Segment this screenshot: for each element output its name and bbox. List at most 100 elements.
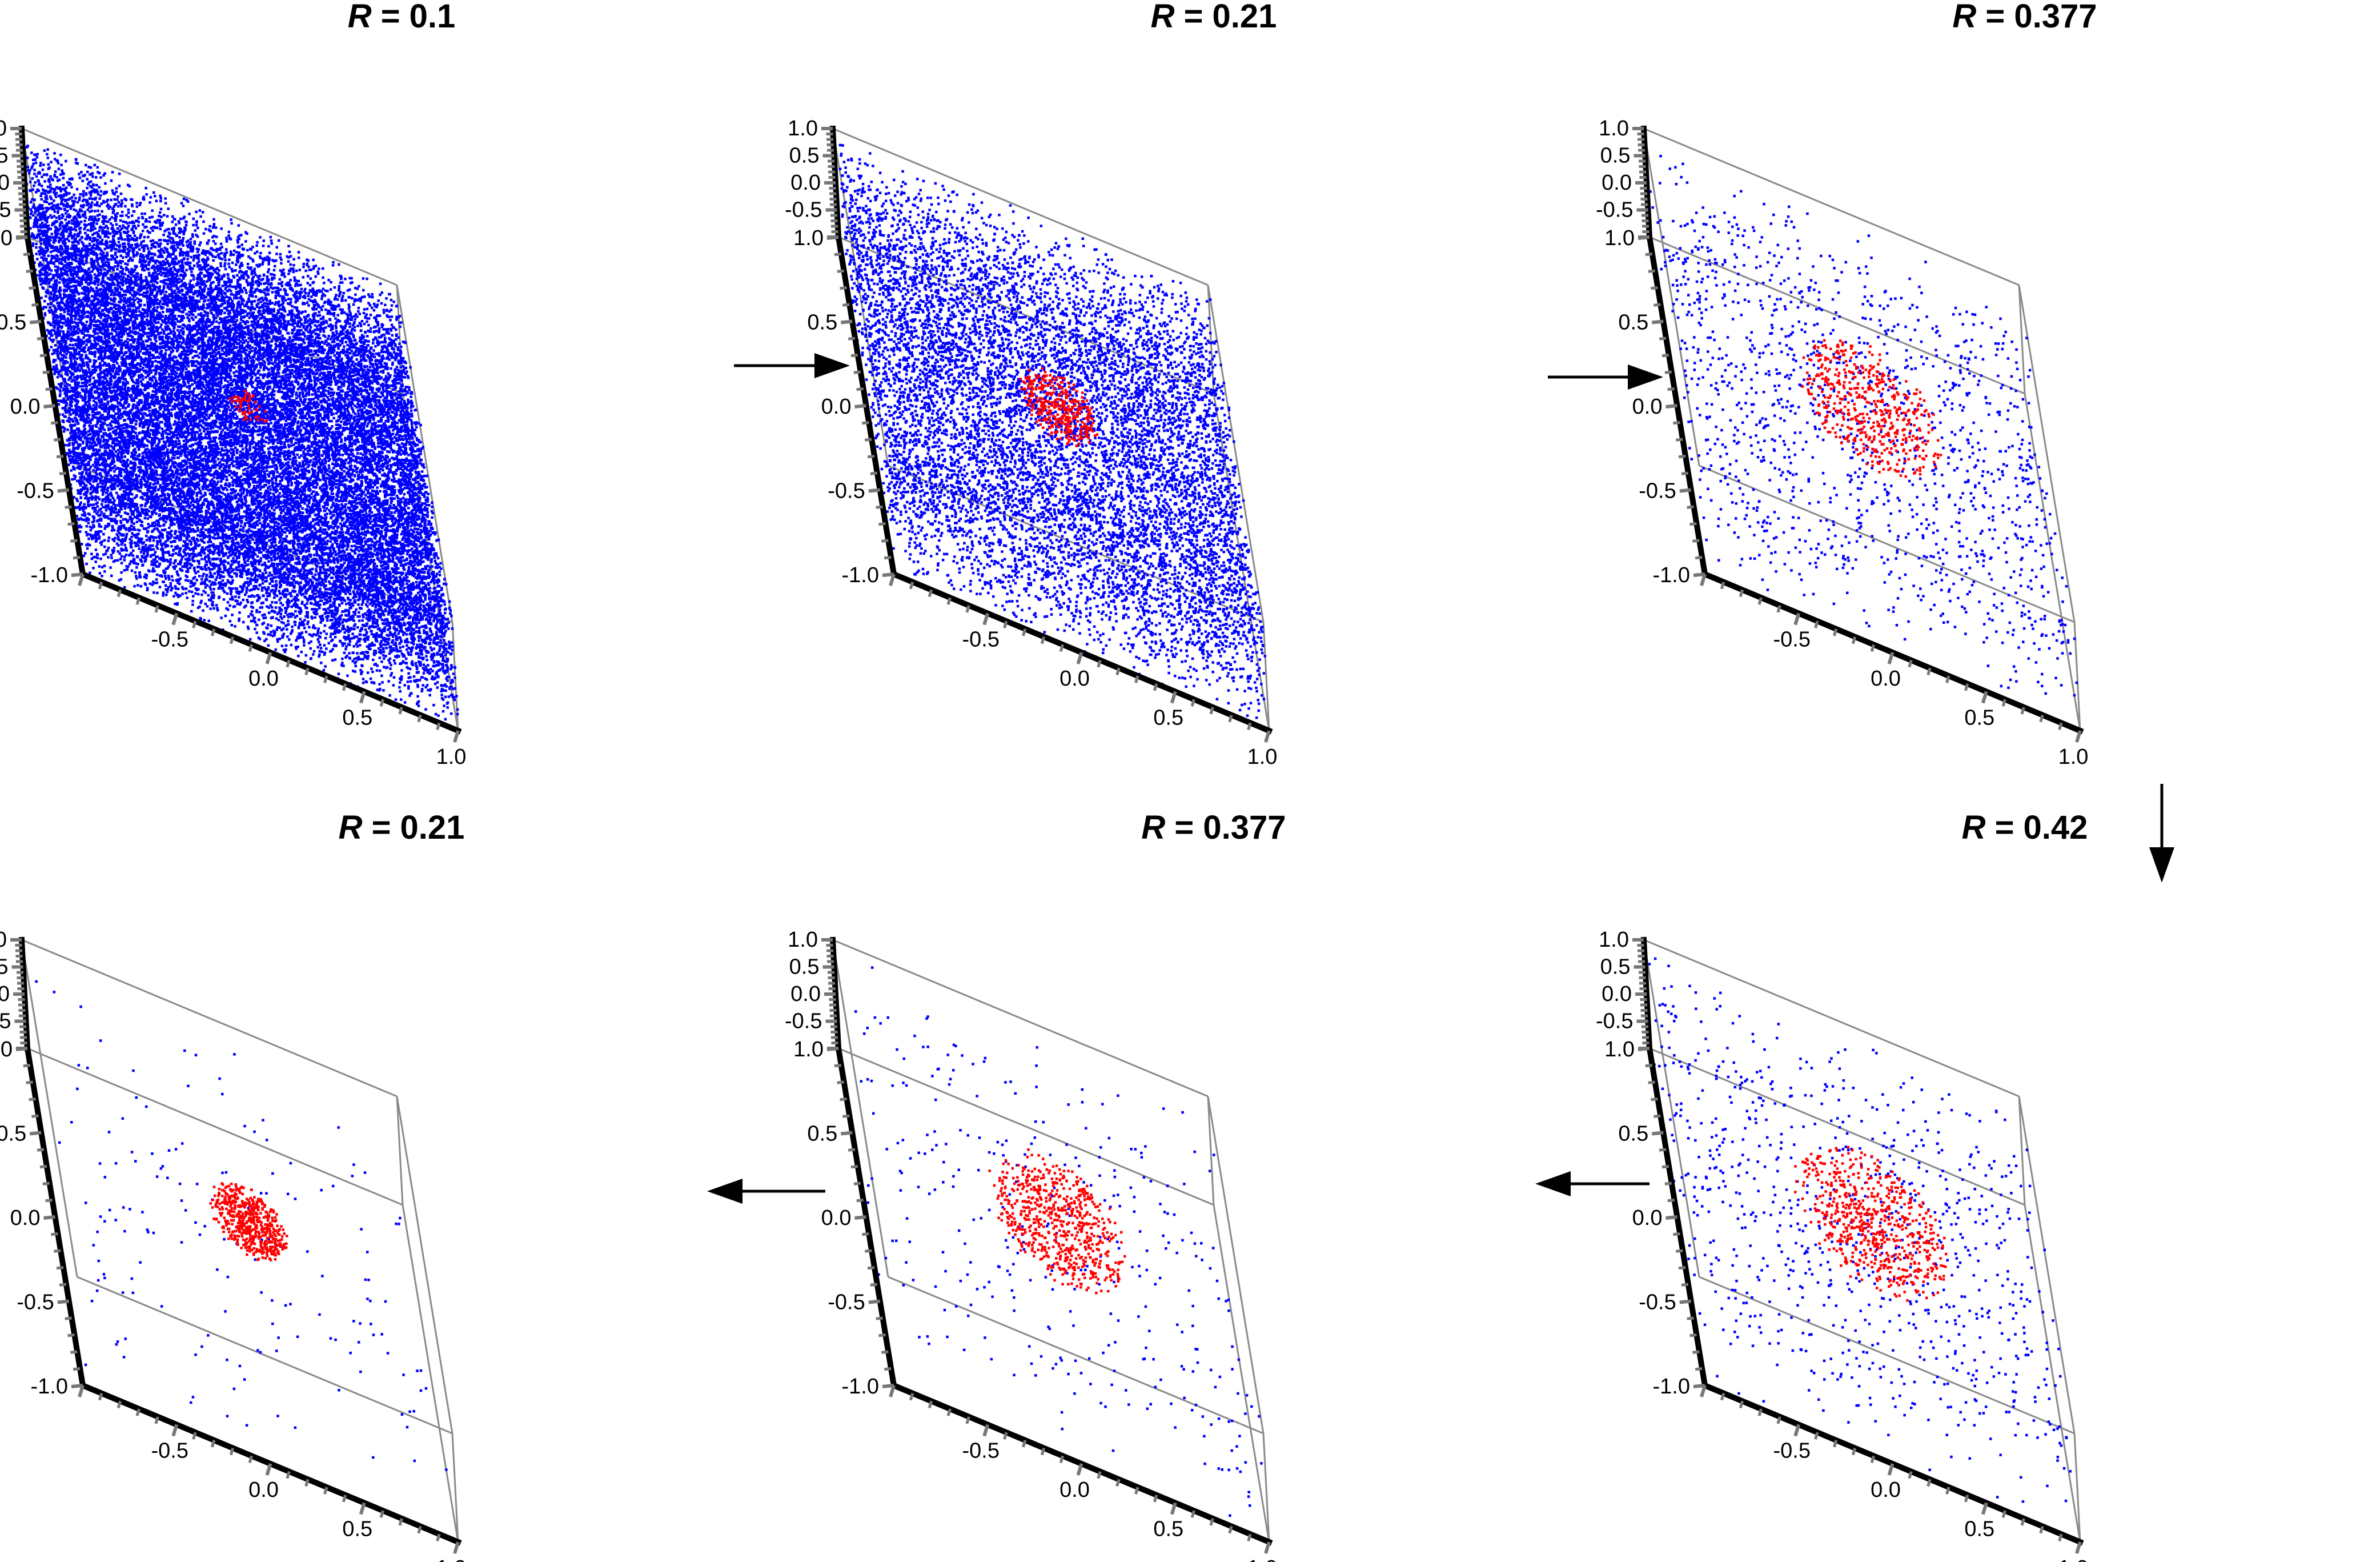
tick-label-axis-front: 0.5 — [1153, 1517, 1183, 1541]
tick-label-axis-front: 0.0 — [1871, 1478, 1901, 1502]
tick-label-axis-front: 1.0 — [436, 1556, 467, 1562]
arrow-left-2 — [707, 1179, 825, 1204]
tick-mark — [1637, 235, 1650, 240]
data-points — [23, 145, 459, 721]
box-edge — [21, 939, 398, 1098]
tick-mark — [1678, 455, 1686, 459]
tick-mark — [834, 253, 842, 257]
tick-mark — [1003, 620, 1008, 628]
tick-mark — [1681, 1283, 1689, 1287]
box-edge — [396, 1096, 453, 1434]
tick-mark — [2075, 730, 2082, 743]
panel-title: R = 0.21 — [339, 809, 465, 846]
tick-label-axis-depth: 0.0 — [790, 171, 821, 195]
tick-label-axis-vertical: 0.0 — [10, 1206, 41, 1230]
tick-mark — [1664, 370, 1672, 374]
tick-label-axis-depth: -0.5 — [785, 198, 822, 222]
tick-mark — [853, 370, 861, 374]
tick-mark — [192, 620, 197, 628]
tick-mark — [304, 667, 310, 676]
tick-mark — [171, 612, 179, 626]
tick-mark — [15, 1047, 28, 1051]
tick-mark — [56, 455, 64, 459]
tick-label-axis-depth: 1.0 — [788, 117, 818, 141]
tick-mark — [42, 1181, 50, 1185]
tick-mark — [1097, 659, 1102, 668]
box-edge — [1649, 236, 2025, 395]
box-edge — [838, 1047, 1214, 1206]
tick-label-axis-depth: -0.5 — [785, 1010, 822, 1034]
tick-label-axis-front: 1.0 — [2058, 1556, 2089, 1562]
tick-mark — [1720, 1392, 1725, 1401]
tick-mark — [265, 652, 272, 664]
tick-mark — [946, 1408, 952, 1416]
tick-mark — [248, 644, 254, 652]
tick-label-axis-vertical: 0.0 — [10, 395, 41, 419]
tick-mark — [1679, 488, 1692, 493]
tick-label-axis-vertical: -0.5 — [17, 479, 54, 503]
tick-mark — [1757, 1408, 1763, 1416]
tick-mark — [1228, 1525, 1233, 1534]
flow-arrows — [707, 353, 2174, 1204]
tick-mark — [837, 1080, 844, 1084]
title-variable: R — [1141, 809, 1165, 846]
tick-mark — [928, 589, 933, 598]
tick-mark — [1637, 1047, 1650, 1051]
series-2-points — [228, 389, 268, 423]
data-points — [35, 980, 448, 1471]
tick-mark — [1870, 1455, 1876, 1464]
tick-mark — [1170, 1502, 1177, 1515]
box-edge — [27, 1047, 403, 1206]
tick-label-axis-front: -0.5 — [151, 1439, 188, 1463]
series-2-points — [1794, 1146, 1948, 1302]
box-edge — [2024, 1204, 2081, 1543]
tick-label-axis-front: 0.0 — [248, 1478, 279, 1502]
tick-mark — [965, 1416, 970, 1424]
tick-mark — [862, 1232, 869, 1236]
tick-mark — [909, 581, 914, 590]
box-edge — [396, 1096, 404, 1205]
point-cloud — [1794, 1146, 1948, 1302]
tick-label-axis-depth: -0.5 — [0, 1010, 11, 1034]
title-variable: R — [348, 0, 372, 35]
tick-mark — [57, 488, 70, 493]
series-2-points — [988, 1148, 1126, 1295]
box-edge — [1643, 939, 1700, 1277]
box-edge — [451, 622, 459, 731]
tick-labels: -1.0 -0.5 -0.5 -0.5 0.0 0.0 0.0 0.5 0.5 0.5 1.0 1.0… — [785, 928, 1277, 1562]
tick-mark — [1040, 636, 1046, 644]
tick-label-axis-vertical: -1.0 — [842, 1375, 879, 1399]
panel-title: R = 0.42 — [1962, 809, 2088, 846]
bounding-box — [21, 939, 459, 1543]
tick-mark — [70, 539, 78, 543]
tick-mark — [135, 1408, 141, 1416]
tick-label-axis-vertical: -0.5 — [1639, 1291, 1676, 1315]
tick-mark — [1190, 1510, 1195, 1518]
tick-mark — [870, 471, 878, 475]
point-cloud — [988, 1148, 1126, 1295]
tick-mark — [864, 438, 872, 442]
tick-mark — [1945, 675, 1950, 683]
tick-label-axis-depth: 1.0 — [0, 117, 7, 141]
tick-mark — [1190, 699, 1195, 707]
tick-mark — [2058, 1533, 2063, 1542]
tick-mark — [57, 1299, 70, 1304]
tick-mark — [71, 572, 83, 577]
tick-mark — [436, 722, 441, 731]
plot-panel-5: R = 0.377 -1.0 -0.5 -0.5 -0.5 0.0 0.0 0.0 0.5 0.5… — [785, 809, 1286, 1562]
plot-panel-2: R = 0.21 -1.0 -0.5 -0.5 -0.5 0.0 0.0 0.0 0.5 0.5 0… — [785, 0, 1277, 769]
tick-mark — [342, 1495, 347, 1503]
tick-mark — [1040, 1447, 1046, 1456]
tick-label-axis-vertical: 1.0 — [1604, 226, 1635, 250]
tick-mark — [1651, 319, 1664, 325]
tick-label-axis-vertical: -1.0 — [31, 563, 68, 587]
tick-mark — [856, 387, 864, 391]
tick-mark — [1832, 628, 1838, 636]
box-edge — [1643, 128, 1700, 466]
tick-mark — [78, 1385, 85, 1397]
tick-label-axis-vertical: 0.0 — [1632, 395, 1663, 419]
tick-label-axis-front: 0.5 — [342, 1517, 372, 1541]
tick-mark — [878, 1333, 886, 1337]
tick-mark — [379, 699, 384, 707]
tick-label-axis-front: 0.5 — [1964, 1517, 1994, 1541]
